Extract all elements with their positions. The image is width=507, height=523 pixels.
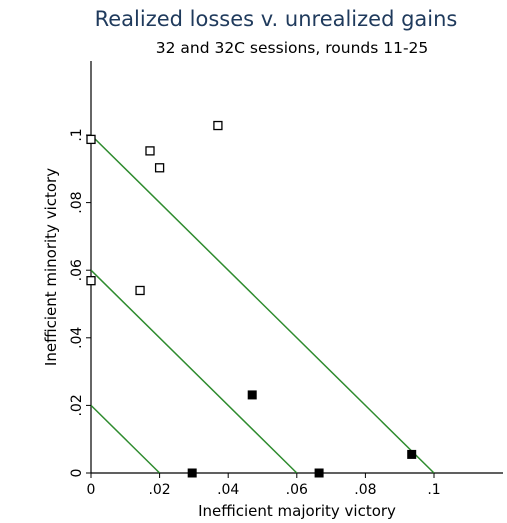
reference-line-0 [90, 134, 435, 474]
x-axis-label: Inefficient majority victory [198, 502, 396, 520]
chart-subtitle: 32 and 32C sessions, rounds 11-25 [156, 39, 429, 57]
reference-lines [90, 134, 435, 474]
filled-square-point [407, 449, 417, 459]
filled-square-point [314, 468, 324, 478]
y-tick-label: .1 [69, 128, 85, 141]
x-axis-ticks: 0 .02 .04 .06 .08 .1 [87, 473, 441, 498]
data-points [86, 120, 417, 478]
filled-square-point [187, 468, 197, 478]
reference-line-2 [90, 404, 161, 474]
hollow-square-point [86, 134, 96, 145]
hollow-square-point [135, 285, 145, 296]
y-tick-label: .06 [69, 259, 85, 281]
chart-title: Realized losses v. unrealized gains [95, 7, 458, 31]
reference-line-1 [90, 269, 298, 474]
x-tick-label: .06 [286, 482, 308, 498]
y-tick-label: .08 [69, 191, 85, 213]
y-tick-label: 0 [69, 469, 85, 478]
x-tick-label: .1 [427, 482, 440, 498]
y-axis-label: Inefficient minority victory [42, 168, 60, 366]
plot-area: 0 .02 .04 .06 .08 .1 0 .02 .04 .06 .08 .1 [69, 61, 503, 498]
y-tick-label: .04 [69, 327, 85, 349]
y-tick-label: .02 [69, 394, 85, 416]
hollow-square-point [86, 276, 96, 286]
x-tick-label: .04 [217, 482, 239, 498]
hollow-square-point [154, 163, 165, 173]
x-tick-label: .08 [354, 482, 376, 498]
x-tick-label: 0 [87, 482, 96, 498]
filled-square-point [247, 390, 257, 400]
y-axis-ticks: 0 .02 .04 .06 .08 .1 [69, 128, 91, 477]
hollow-square-point [145, 146, 155, 156]
hollow-square-point [213, 120, 223, 131]
x-tick-label: .02 [148, 482, 170, 498]
